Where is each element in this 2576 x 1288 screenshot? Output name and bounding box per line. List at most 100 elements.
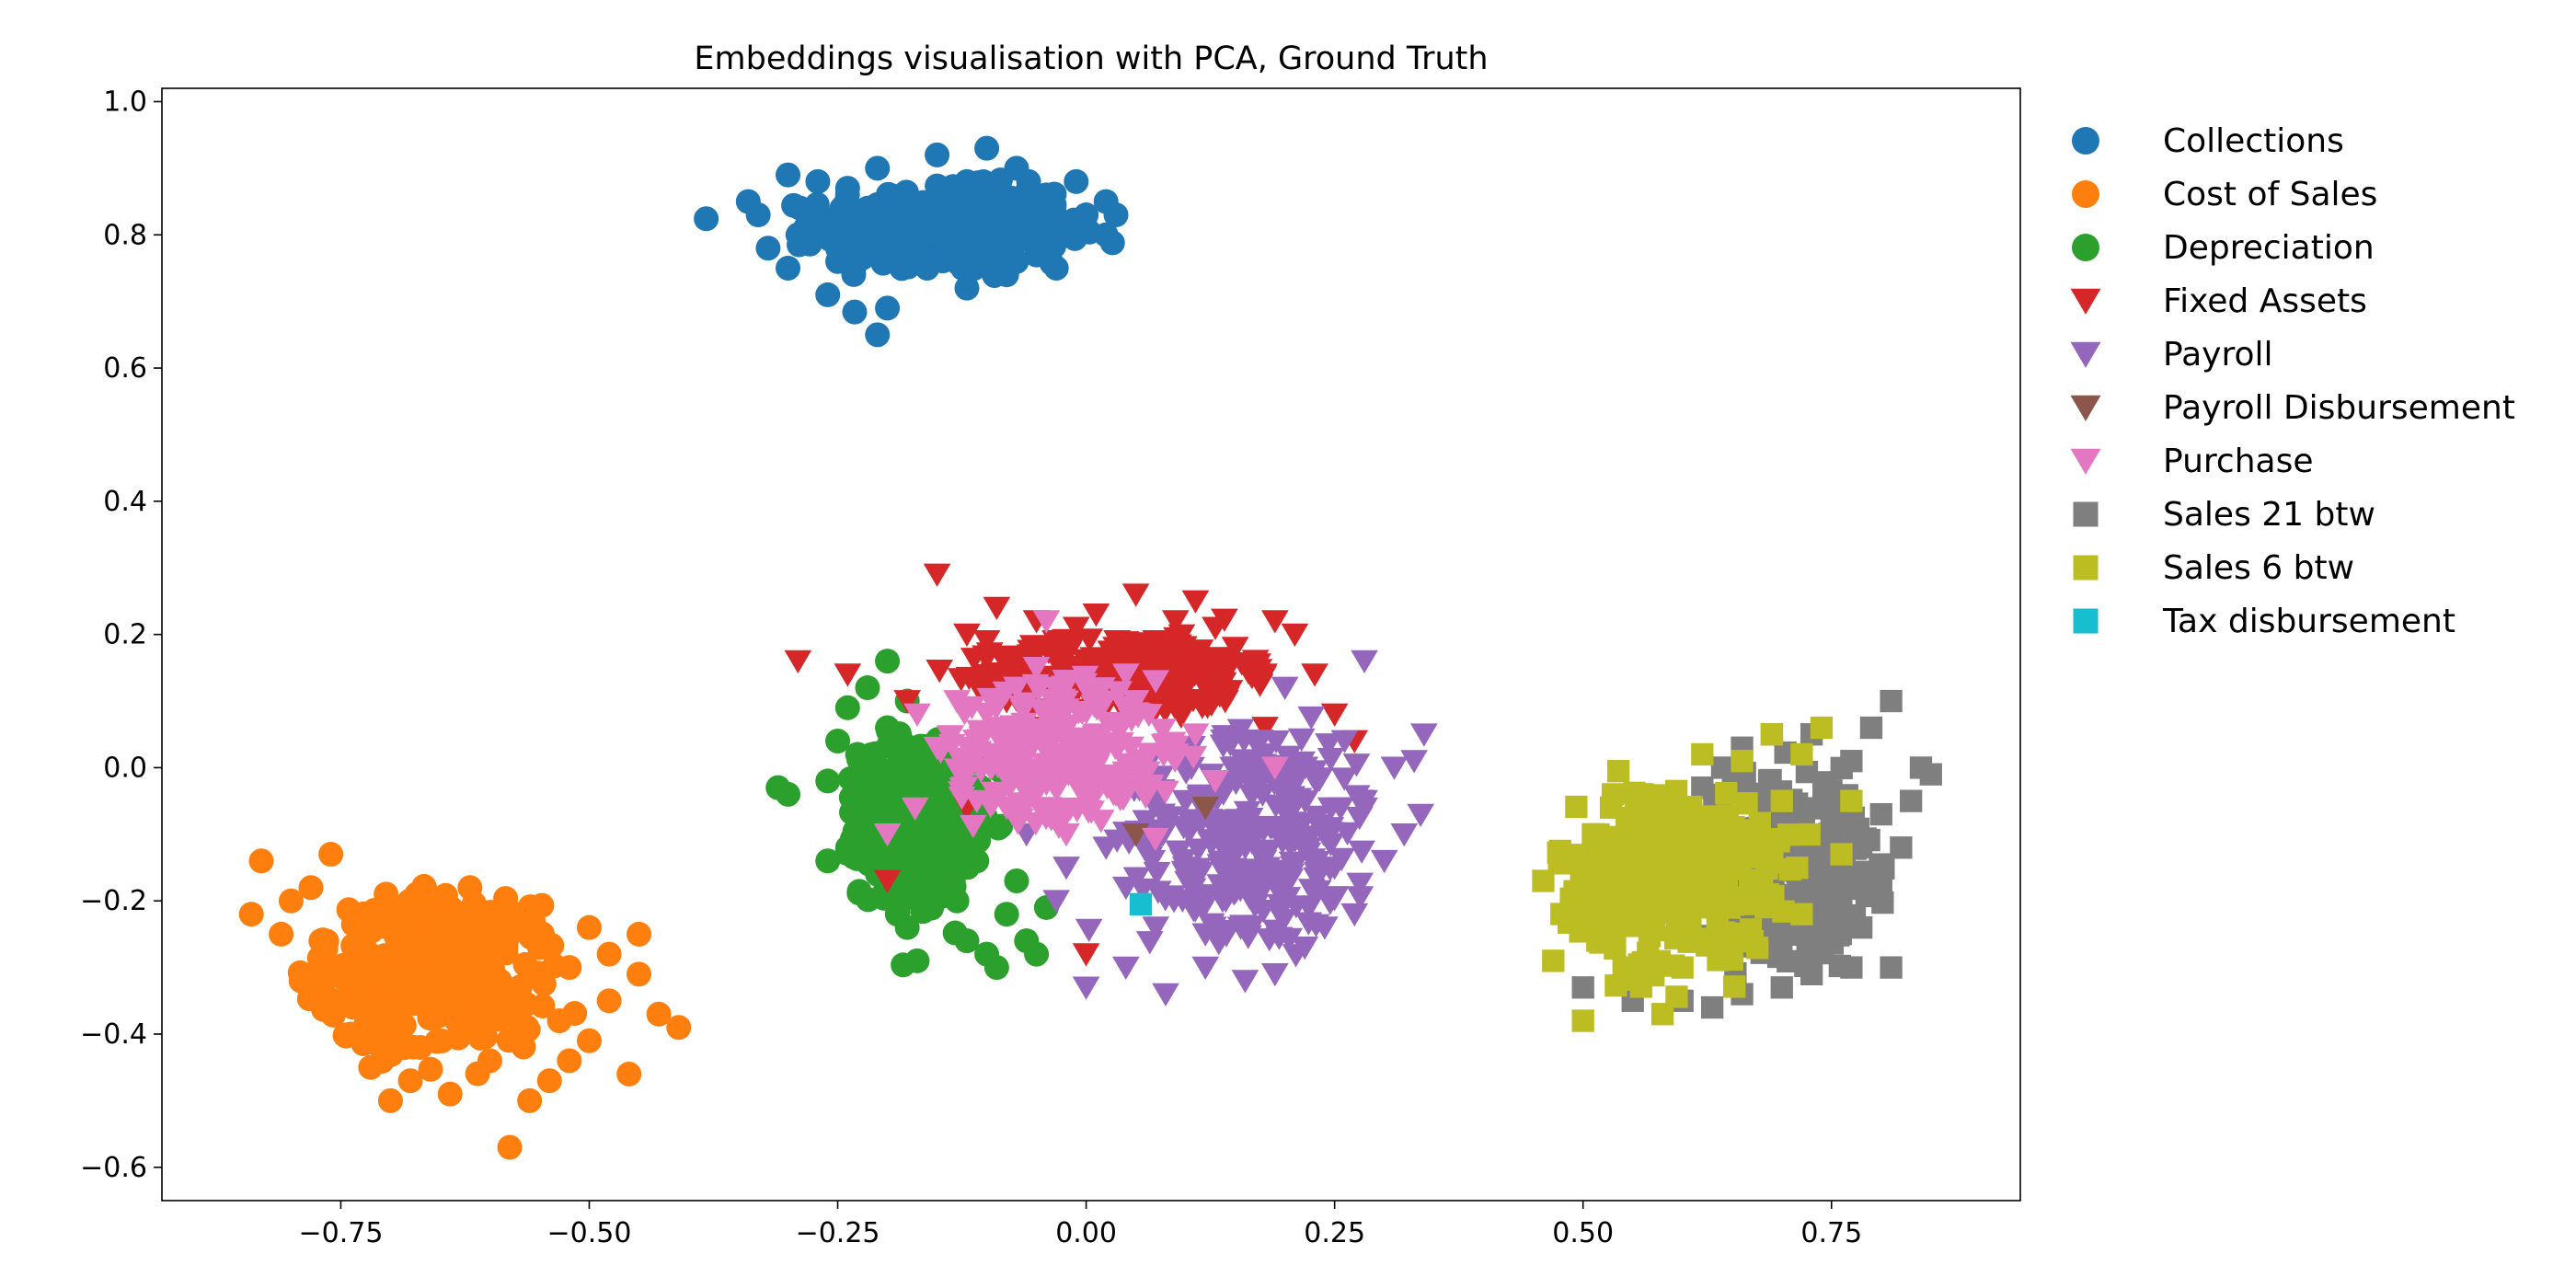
point-cost-of-sales [248,848,274,874]
marker-collections [962,210,988,236]
marker-cost-of-sales [351,901,377,926]
point-sales-6-btw [1810,716,1834,740]
marker-purchase [959,814,987,839]
marker-sales-21-btw [1757,769,1781,792]
point-sales-21-btw [1710,756,1734,779]
series-purchase [873,610,1289,852]
point-fixed-assets [1251,717,1279,741]
point-sales-6-btw [1621,956,1644,979]
point-payroll [1330,730,1359,753]
marker-payroll [1226,719,1255,742]
point-collections [1103,202,1129,228]
point-cost-of-sales [467,935,493,960]
point-collections [944,242,970,268]
point-purchase [1202,770,1229,794]
marker-payroll [1294,896,1323,920]
marker-cost-of-sales [511,1034,536,1060]
point-payroll [1152,983,1179,1006]
marker-purchase [1088,677,1116,701]
marker-purchase [1068,701,1096,725]
point-sales-21-btw [1880,689,1903,713]
marker-payroll [1212,889,1240,914]
point-payroll [1072,976,1100,1000]
point-payroll [1092,836,1121,860]
point-cost-of-sales [447,1015,473,1041]
point-collections [865,155,891,181]
legend-symbol-purchase [2070,448,2101,475]
point-payroll [1271,676,1299,700]
marker-sales-21-btw [1777,949,1800,972]
point-fixed-assets [784,650,812,673]
point-payroll [1291,937,1319,960]
point-sales-6-btw [1720,822,1743,845]
marker-purchase [983,751,1012,775]
y-tick-label: 0.6 [103,352,147,385]
marker-collections [842,299,868,325]
marker-payroll [1213,924,1240,948]
marker-purchase [1072,773,1100,798]
marker-payroll [1320,888,1349,912]
marker-payroll [1182,891,1211,915]
point-sales-6-btw [1542,949,1565,972]
point-cost-of-sales [517,1087,543,1113]
point-depreciation [855,781,880,807]
point-sales-21-btw [1850,916,1873,939]
point-purchase [1181,723,1210,747]
point-sales-6-btw [1581,822,1604,845]
point-collections [934,195,960,221]
point-purchase [923,736,951,761]
point-sales-6-btw [1760,723,1784,746]
point-collections [1004,155,1029,181]
x-tick-label: −0.75 [298,1217,383,1249]
point-payroll [1171,789,1200,813]
marker-payroll [1256,815,1284,840]
marker-fixed-assets [972,645,999,669]
point-payroll [1191,956,1220,980]
marker-purchase [1118,708,1145,732]
point-sales-6-btw [1790,903,1813,926]
marker-payroll [1297,706,1326,730]
marker-sales-6-btw [1607,760,1630,783]
x-tick-label: 0.25 [1304,1217,1365,1249]
point-depreciation [914,875,940,901]
marker-purchase [1105,681,1133,705]
point-cost-of-sales [536,1068,562,1094]
legend-item-cost-of-sales: Cost of Sales [2065,167,2515,221]
marker-sales-21-btw [1812,776,1835,799]
marker-cost-of-sales [531,971,557,996]
marker-payroll [1178,756,1205,780]
marker-payroll [1274,789,1303,813]
point-depreciation [815,768,841,794]
marker-sales-6-btw [1629,975,1652,998]
marker-payroll [1255,928,1283,952]
point-sales-21-btw [1909,756,1933,779]
point-cost-of-sales [646,1001,672,1027]
point-collections [776,162,801,188]
point-fixed-assets [1181,590,1210,614]
legend-item-purchase: Purchase [2065,434,2515,488]
point-fixed-assets [983,596,1011,621]
point-depreciation [834,695,860,720]
point-depreciation [983,955,1009,981]
point-collections [1004,248,1029,274]
point-depreciation [954,928,980,954]
point-purchase [903,703,931,727]
plot-frame [161,87,2021,1202]
marker-purchase [1107,732,1134,756]
marker-sales-21-btw [1872,857,1895,880]
point-cost-of-sales [238,902,264,927]
marker-payroll [1209,734,1237,758]
marker-sales-6-btw [1723,975,1746,998]
point-payroll [1340,903,1369,927]
marker-purchase [1019,783,1048,807]
marker-sales-21-btw [1834,865,1857,888]
point-purchase [943,690,972,714]
point-sales-21-btw [1691,776,1714,799]
marker-sales-6-btw [1563,851,1586,874]
legend-symbol-fixed-assets [2070,288,2101,315]
point-cost-of-sales [477,1048,502,1074]
point-collections [1024,209,1050,235]
marker-purchase [1038,771,1066,795]
legend-marker-cost-of-sales [2072,180,2099,208]
point-collections [1064,168,1089,194]
